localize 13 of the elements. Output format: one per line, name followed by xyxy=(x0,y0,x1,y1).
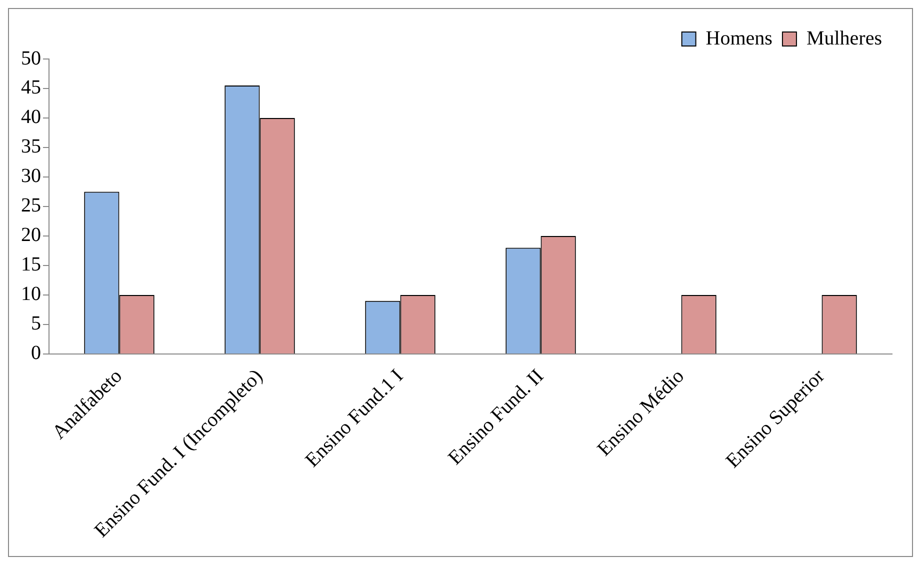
y-tick-label: 30 xyxy=(21,165,41,188)
y-tick-label: 35 xyxy=(21,136,41,158)
y-tick-label: 25 xyxy=(21,194,41,217)
y-tick-label: 45 xyxy=(21,76,41,99)
legend-label: Homens xyxy=(706,27,773,50)
y-tick-label: 40 xyxy=(21,106,41,128)
legend-label: Mulheres xyxy=(806,27,882,50)
y-tick-label: 15 xyxy=(21,254,41,276)
y-tick-label: 5 xyxy=(31,312,41,335)
y-tick-label: 0 xyxy=(31,342,41,364)
y-tick-label: 20 xyxy=(21,224,41,246)
y-tick-label: 50 xyxy=(21,47,41,70)
y-tick-label: 10 xyxy=(21,283,41,306)
